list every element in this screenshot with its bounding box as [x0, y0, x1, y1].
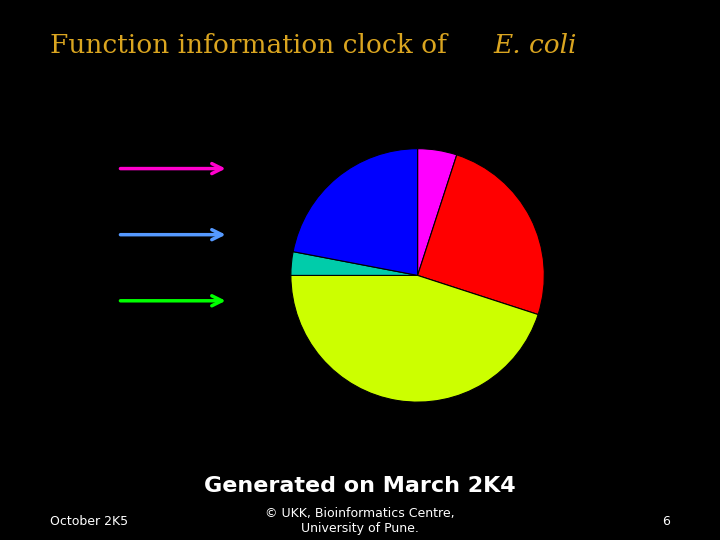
Text: 6: 6 — [662, 515, 670, 528]
Text: tentative_function: tentative_function — [238, 295, 340, 306]
Text: © UKK, Bioinformatics Centre,
University of Pune.: © UKK, Bioinformatics Centre, University… — [265, 507, 455, 535]
Text: homologue_no_function: homologue_no_function — [238, 230, 371, 240]
Wedge shape — [291, 252, 418, 275]
Text: Function information clock of: Function information clock of — [50, 33, 456, 58]
Text: no_homolog: no_homolog — [238, 163, 306, 174]
Wedge shape — [293, 148, 418, 275]
Text: Generated by GeneQuiz.: Generated by GeneQuiz. — [537, 436, 665, 446]
Text: clear_function: clear_function — [348, 456, 436, 469]
Text: E. coli: E. coli — [493, 33, 577, 58]
Text: 3D: 3D — [592, 212, 609, 225]
Text: October 2K5: October 2K5 — [50, 515, 129, 528]
Wedge shape — [418, 148, 456, 275]
Text: Generated on March 2K4: Generated on March 2K4 — [204, 476, 516, 496]
Wedge shape — [418, 155, 544, 315]
Wedge shape — [291, 275, 538, 402]
Text: Homology levels: Homology levels — [363, 86, 513, 104]
